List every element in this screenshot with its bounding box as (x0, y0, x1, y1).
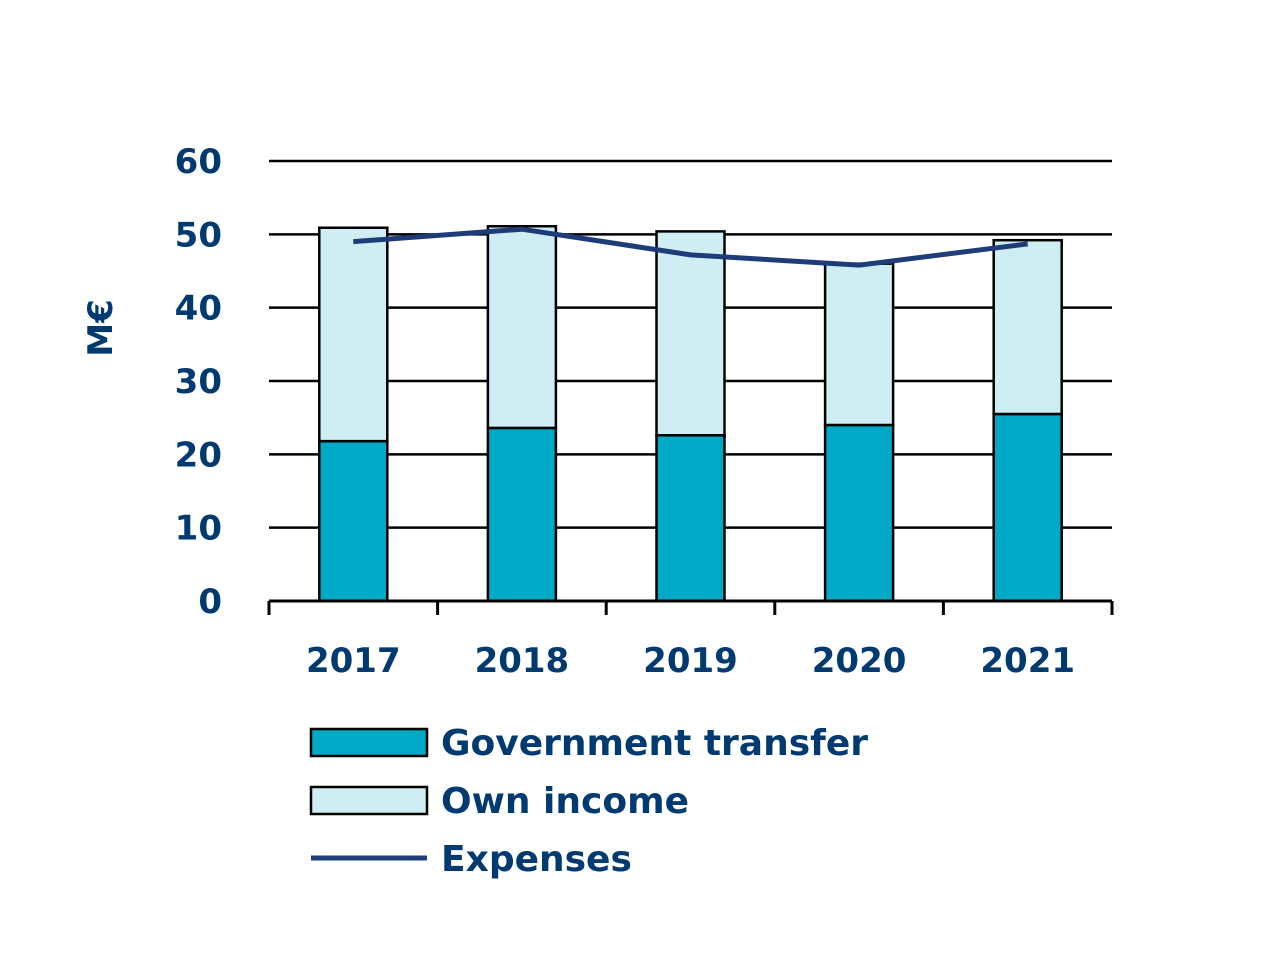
y-tick-label: 60 (175, 142, 222, 182)
y-tick-label: 50 (175, 215, 222, 255)
bar-government-transfer (823, 423, 895, 603)
legend-label: Government transfer (441, 723, 868, 764)
y-tick-label: 40 (175, 289, 222, 329)
legend-label: Own income (441, 781, 689, 822)
bar-government-transfer (655, 434, 726, 603)
bar-own-income (655, 230, 726, 437)
y-axis-label: M€ (81, 299, 121, 357)
x-tick-label: 2020 (812, 641, 907, 681)
bar-own-income (486, 225, 558, 430)
y-tick-label: 30 (175, 362, 222, 402)
bar-government-transfer (992, 412, 1063, 603)
y-tick-label: 20 (175, 435, 222, 475)
x-tick-label: 2021 (980, 641, 1075, 681)
bar-own-income (318, 226, 389, 443)
bar-own-income (823, 262, 895, 427)
x-tick-label: 2019 (643, 641, 738, 681)
y-tick-label: 0 (198, 582, 222, 622)
legend-label: Expenses (441, 839, 632, 880)
x-tick-label: 2017 (306, 641, 401, 681)
bar-government-transfer (318, 439, 389, 603)
x-axis (267, 599, 1114, 615)
legend-swatch-own-income (309, 785, 429, 816)
bar-own-income (992, 238, 1063, 416)
legend-swatch-government-transfer (309, 727, 429, 758)
legend: Government transfer Own income Expenses (309, 723, 868, 880)
y-tick-labels: 0 10 20 30 40 50 60 (175, 142, 222, 622)
expenses-line-layer (353, 226, 1029, 268)
x-tick-label: 2018 (475, 641, 570, 681)
bar-government-transfer (486, 426, 558, 603)
x-tick-labels: 2017 2018 2019 2020 2021 (306, 641, 1075, 681)
bars (318, 225, 1063, 603)
y-tick-label: 10 (175, 509, 222, 549)
